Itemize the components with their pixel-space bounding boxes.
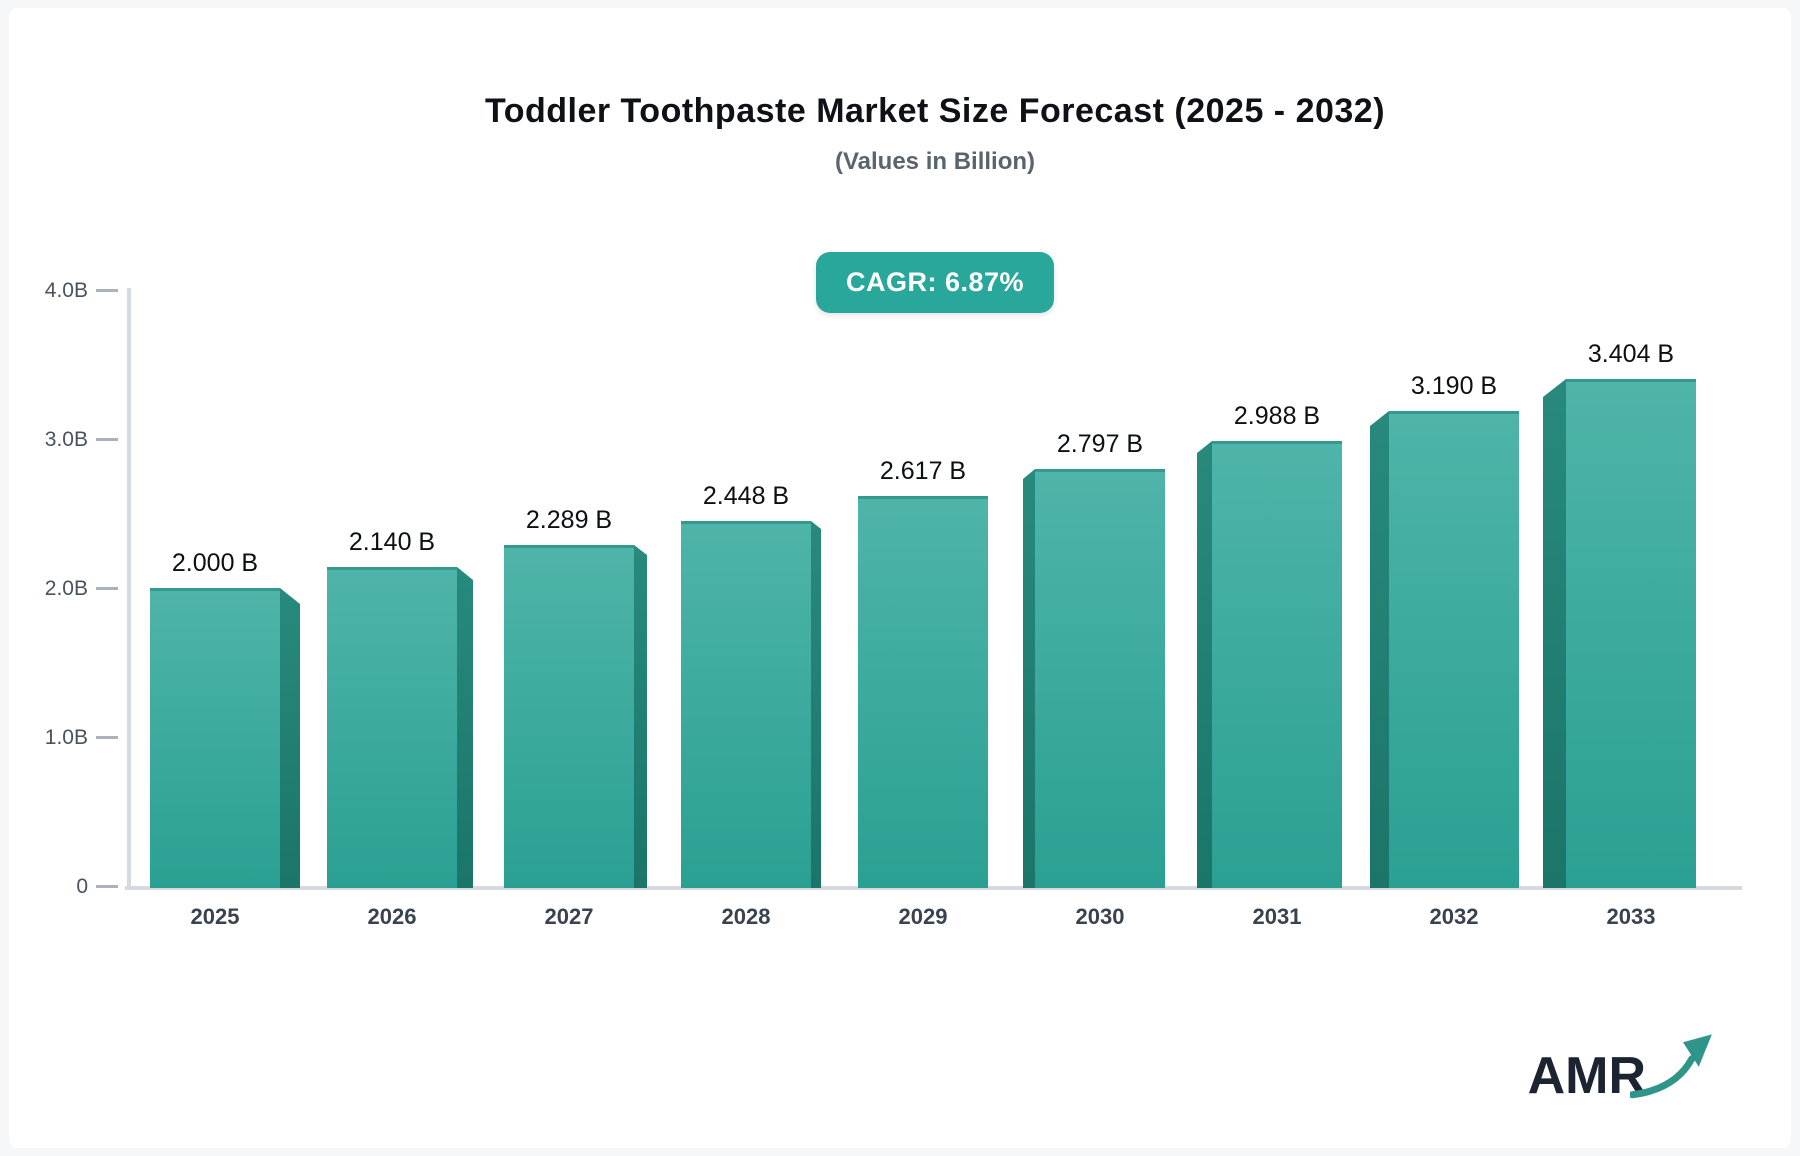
x-axis-label-2032: 2032: [1429, 904, 1479, 929]
x-axis-label-2028: 2028: [721, 904, 771, 929]
x-axis-label-2030: 2030: [1075, 904, 1125, 929]
x-axis-label-2027: 2027: [544, 904, 594, 929]
x-axis-label-2031: 2031: [1252, 904, 1302, 929]
x-axis-label-2025: 2025: [190, 904, 240, 929]
chart-subtitle: (Values in Billion): [834, 148, 1036, 175]
y-axis-tick-label: 3.0B: [44, 428, 88, 451]
y-axis-tick-label: 2.0B: [44, 577, 88, 600]
bar-2031: [1212, 441, 1342, 888]
bar-2030: [1035, 469, 1165, 888]
y-axis-tick-label: 0: [76, 875, 88, 898]
bar-value-label: 3.404 B: [1587, 340, 1675, 368]
bar-side-2033: [1543, 379, 1566, 888]
bar-value-label: 2.617 B: [879, 457, 967, 485]
bar-value-label: 2.988 B: [1233, 402, 1321, 430]
bar-value-label: 2.797 B: [1056, 430, 1144, 458]
x-axis-label-2026: 2026: [367, 904, 417, 929]
bar-value-label: 2.140 B: [348, 528, 436, 556]
bar-value-label: 2.289 B: [525, 506, 613, 534]
badge-row: CAGR: 6.87%: [130, 252, 1740, 313]
bar-side-2028: [811, 521, 821, 888]
bar-value-label: 3.190 B: [1410, 372, 1498, 400]
y-axis-tick-dash: [96, 885, 118, 888]
bar-side-2031: [1197, 441, 1212, 888]
y-axis-tick-dash: [96, 438, 118, 441]
bar-value-label: 2.448 B: [702, 482, 790, 510]
y-axis-line: [127, 288, 131, 890]
y-axis-tick-dash: [96, 736, 118, 739]
bar-side-2025: [280, 588, 300, 888]
bar-2027: [504, 545, 634, 888]
y-axis-tick-dash: [96, 587, 118, 590]
x-axis-line: [125, 886, 1742, 890]
bar-2032: [1389, 411, 1519, 888]
x-axis-label-2033: 2033: [1606, 904, 1656, 929]
bar-2026: [327, 567, 457, 888]
bar-side-2026: [457, 567, 473, 888]
amr-logo: AMR: [1528, 1030, 1722, 1104]
y-axis-tick-label: 1.0B: [44, 726, 88, 749]
y-axis-tick-label: 4.0B: [44, 279, 88, 302]
bar-value-label: 2.000 B: [171, 549, 259, 577]
bar-2028: [681, 521, 811, 888]
bar-2033: [1566, 379, 1696, 888]
cagr-badge: CAGR: 6.87%: [815, 252, 1055, 313]
x-axis-label-2029: 2029: [898, 904, 948, 929]
growth-arrow-icon: [1630, 1034, 1712, 1099]
chart-title: Toddler Toothpaste Market Size Forecast …: [484, 92, 1386, 130]
bar-2029: [858, 496, 988, 888]
bar-side-2027: [634, 545, 647, 888]
amr-logo-text: AMR: [1527, 1047, 1646, 1105]
bar-side-2032: [1370, 411, 1389, 888]
bar-side-2030: [1023, 469, 1035, 888]
bar-2025: [150, 588, 280, 888]
y-axis-tick-dash: [96, 289, 118, 292]
